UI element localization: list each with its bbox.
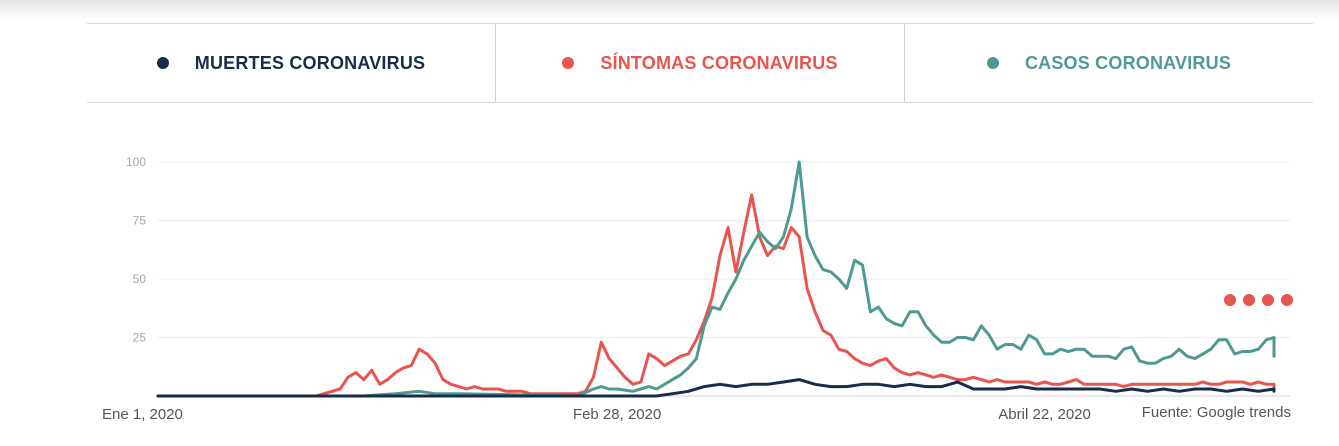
more-dot: [1224, 294, 1236, 306]
legend-item-casos: CASOS CORONAVIRUS: [904, 24, 1313, 102]
more-dots-icon[interactable]: [1224, 294, 1293, 306]
series-line-muertes: [156, 378, 1276, 398]
y-tick-label: 75: [133, 214, 147, 228]
chart-grid: [158, 161, 1290, 397]
more-dot: [1281, 294, 1293, 306]
legend-dot-icon: [156, 57, 169, 69]
more-dot: [1243, 294, 1255, 306]
source-note: Fuente: Google trends: [1141, 404, 1291, 421]
legend-label-casos: CASOS CORONAVIRUS: [1024, 52, 1232, 73]
legend-label-sintomas: SÍNTOMAS CORONAVIRUS: [600, 52, 838, 73]
y-axis-ticks: 25 50 75 100: [126, 155, 146, 345]
legend-dot-icon: [562, 57, 575, 69]
legend-item-muertes: MUERTES CORONAVIRUS: [87, 24, 495, 102]
x-tick-label: Abril 22, 2020: [998, 406, 1091, 423]
series-line-síntomas: [156, 193, 1276, 398]
top-shade: [0, 0, 1339, 22]
legend-label-muertes: MUERTES CORONAVIRUS: [194, 52, 426, 73]
x-tick-label: Feb 28, 2020: [573, 406, 661, 423]
series-line-casos: [156, 160, 1276, 398]
y-tick-label: 25: [133, 331, 147, 345]
more-dot: [1262, 294, 1274, 306]
legend-item-sintomas: SÍNTOMAS CORONAVIRUS: [495, 24, 904, 102]
y-tick-label: 100: [126, 155, 146, 169]
x-axis-ticks: Ene 1, 2020 Feb 28, 2020 Abril 22, 2020: [102, 406, 1091, 423]
y-tick-label: 50: [133, 272, 147, 286]
chart-series: [156, 160, 1276, 398]
chart-legend: MUERTES CORONAVIRUS SÍNTOMAS CORONAVIRUS…: [87, 23, 1313, 103]
x-tick-label: Ene 1, 2020: [102, 406, 183, 423]
legend-dot-icon: [986, 57, 999, 69]
